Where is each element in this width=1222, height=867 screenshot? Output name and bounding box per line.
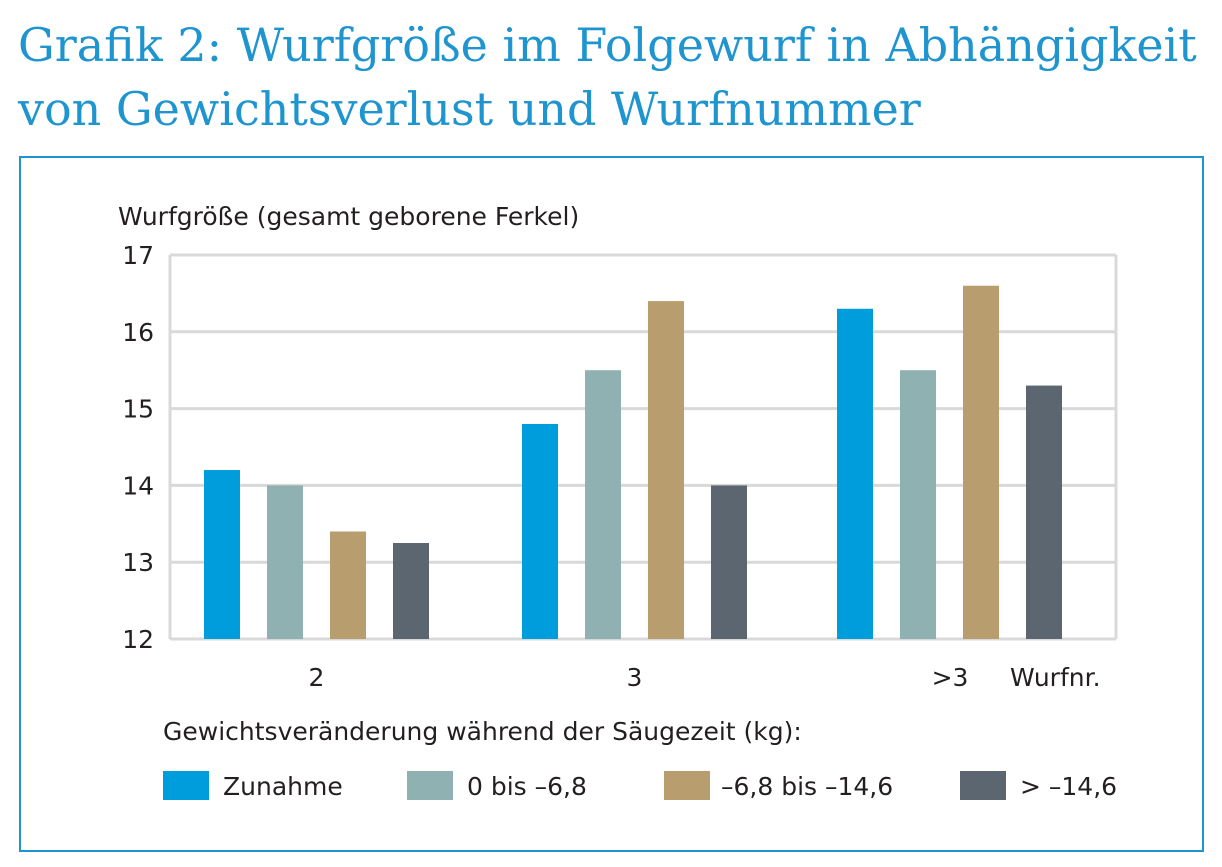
bar (393, 543, 429, 639)
y-axis-label: Wurfgröße (gesamt geborene Ferkel) (118, 202, 580, 231)
axis-labels: 17 16 15 14 13 12 2 3 >3 Wurfnr. (122, 241, 1100, 692)
y-tick-label: 12 (122, 625, 154, 654)
x-axis-label: Wurfnr. (1010, 663, 1101, 692)
chart-frame (19, 156, 1204, 852)
y-tick-label: 16 (122, 318, 154, 347)
x-tick-label: 2 (309, 663, 325, 692)
bar (963, 285, 999, 639)
legend-swatch (163, 771, 209, 800)
chart-title-line-2: von Gewichtsverlust und Wurfnummer (18, 82, 921, 136)
bars (204, 285, 1062, 639)
bar (837, 308, 873, 639)
legend-label: Zunahme (223, 772, 343, 801)
legend-swatch (960, 771, 1006, 800)
y-tick-label: 13 (122, 548, 154, 577)
x-tick-label: >3 (932, 663, 969, 692)
legend-title: Gewichtsveränderung während der Säugezei… (163, 717, 802, 746)
bar (267, 485, 303, 639)
bar (711, 485, 747, 639)
bar (1026, 385, 1062, 639)
legend-label: –6,8 bis –14,6 (721, 772, 894, 801)
y-tick-label: 17 (122, 241, 154, 270)
legend-swatch (407, 771, 453, 800)
legend-label: > –14,6 (1020, 772, 1118, 801)
y-tick-label: 15 (122, 395, 154, 424)
y-tick-label: 14 (122, 471, 154, 500)
bar (204, 470, 240, 639)
bar (648, 301, 684, 639)
bar (900, 370, 936, 639)
chart-title-line-1: Grafik 2: Wurfgröße im Folgewurf in Abhä… (18, 18, 1197, 72)
x-tick-label: 3 (627, 663, 643, 692)
bar (585, 370, 621, 639)
bar (522, 423, 558, 639)
legend-swatch (664, 771, 710, 800)
bar (330, 531, 366, 639)
grid-lines (168, 253, 1118, 641)
legend-label: 0 bis –6,8 (467, 772, 587, 801)
